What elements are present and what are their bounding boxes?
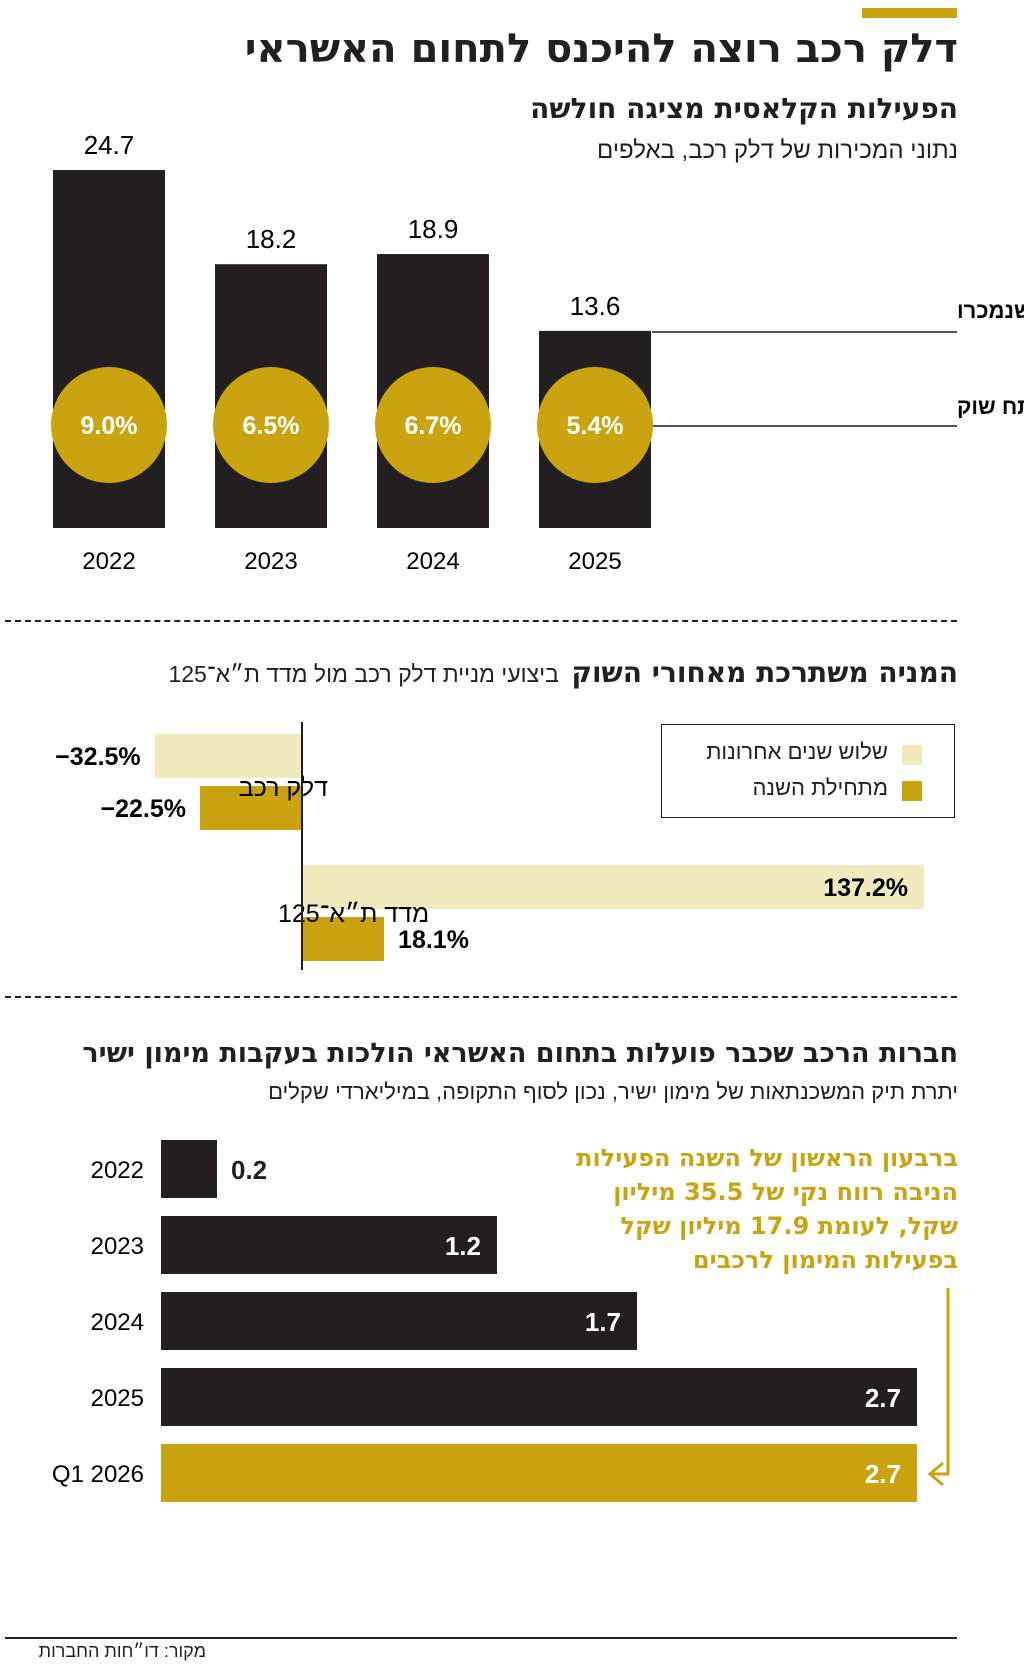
cars-sold-value: 24.7 — [84, 130, 135, 160]
mortgage-balance-value: 0.2 — [231, 1155, 267, 1185]
market-share-circle — [375, 367, 491, 483]
category-label: דלק רכב — [239, 774, 328, 802]
legend-swatch-ytd — [902, 781, 922, 801]
section3-note: ברבעון הראשון של השנה הפעילות הניבה רווח… — [538, 1141, 958, 1277]
note-arrow — [930, 1288, 950, 1476]
section3-chart: 0.2 2022 1.2 2023 1.7 2024 2.7 2025 2.7 Q1 2026 — [52, 1140, 950, 1502]
legend-label-three-years: שלוש שנים אחרונות — [706, 739, 888, 764]
year-tick-label: 2022 — [82, 548, 135, 575]
period-label: 2022 — [91, 1157, 144, 1184]
performance-value: 18.1% — [398, 926, 469, 954]
section1-title: הפעילות הקלאסית מציגה חולשה — [530, 92, 958, 125]
cars-sold-label: מכוניות שנמכרו — [957, 298, 1024, 323]
period-label: 2025 — [91, 1385, 144, 1412]
mortgage-balance-value: 2.7 — [865, 1383, 901, 1413]
mortgage-balance-value: 2.7 — [865, 1459, 901, 1489]
legend-label-ytd: מתחילת השנה — [752, 775, 888, 800]
market-share-circle — [51, 367, 167, 483]
year-tick-label: 2023 — [244, 548, 297, 575]
mortgage-balance-bar — [161, 1140, 217, 1198]
header-accent-bar — [862, 8, 957, 18]
performance-value: −22.5% — [100, 795, 186, 823]
mortgage-balance-value: 1.7 — [585, 1307, 621, 1337]
performance-bar — [154, 734, 302, 778]
section-divider — [5, 996, 957, 998]
market-share-value: 5.4% — [567, 412, 624, 440]
note-line: הניבה רווח נקי של 35.5 מיליון — [613, 1178, 958, 1206]
mortgage-balance-bar — [161, 1444, 917, 1502]
note-line: שקל, לעומת 17.9 מיליון שקל — [620, 1212, 958, 1240]
performance-bar — [302, 917, 385, 961]
year-tick-label: 2025 — [568, 548, 621, 575]
period-label: 2024 — [91, 1309, 144, 1336]
period-label: 2023 — [91, 1233, 144, 1260]
section1-subtitle: נתוני המכירות של דלק רכב, באלפים — [597, 137, 958, 164]
section2-chart: −32.5% −22.5% דלק רכב 137.2% 18.1%מדד ת״א־12… — [55, 722, 924, 970]
section2-heading: המניה משתרכת מאחורי השוק ביצועי מניית דל… — [168, 656, 958, 689]
year-tick-label: 2024 — [406, 548, 459, 575]
source-note: מקור: דו״חות החברות — [38, 1641, 206, 1661]
market-share-label: נתח שוק — [957, 394, 1024, 419]
mortgage-balance-bar — [161, 1216, 497, 1274]
market-share-circle — [213, 367, 329, 483]
note-line: ברבעון הראשון של השנה הפעילות — [576, 1144, 958, 1172]
section3-subtitle: יתרת תיק המשכנתאות של מימון ישיר, נכון ל… — [268, 1079, 958, 1104]
market-share-circle — [537, 367, 653, 483]
note-arrowhead-icon — [927, 1461, 944, 1487]
legend-swatch-three-years — [902, 745, 922, 765]
performance-bar — [302, 865, 924, 909]
mortgage-balance-bar — [161, 1368, 917, 1426]
cars-sold-value: 18.9 — [408, 214, 459, 244]
section2-subtitle: ביצועי מניית דלק רכב מול מדד ת״א־125 — [168, 661, 559, 687]
market-share-value: 6.5% — [243, 412, 300, 440]
mortgage-balance-bar — [161, 1292, 637, 1350]
performance-value: −32.5% — [55, 743, 141, 771]
footer-rule — [5, 1637, 957, 1639]
page-title: דלק רכב רוצה להיכנס לתחום האשראי — [244, 26, 958, 72]
market-share-value: 9.0% — [81, 412, 138, 440]
cars-sold-value: 13.6 — [570, 291, 621, 321]
section3-title: חברות הרכב שכבר פועלות בתחום האשראי הולכ… — [82, 1038, 958, 1069]
note-line: בפעילות המימון לרכבים — [692, 1246, 958, 1274]
section-divider — [5, 620, 957, 622]
performance-bar — [199, 786, 302, 830]
period-label: Q1 2026 — [52, 1461, 144, 1488]
section2-title: המניה משתרכת מאחורי השוק — [571, 656, 958, 689]
cars-sold-value: 18.2 — [246, 224, 297, 254]
mortgage-balance-value: 1.2 — [445, 1231, 481, 1261]
performance-value: 137.2% — [823, 874, 908, 902]
market-share-value: 6.7% — [405, 412, 462, 440]
section1-chart: מכוניות שנמכרו נתח שוק 24.7 9.0% 2022 18.2 6… — [51, 130, 1024, 575]
section2-legend: שלוש שנים אחרונות מתחילת השנה — [661, 724, 955, 818]
category-label: מדד ת״א־125 — [278, 900, 429, 928]
